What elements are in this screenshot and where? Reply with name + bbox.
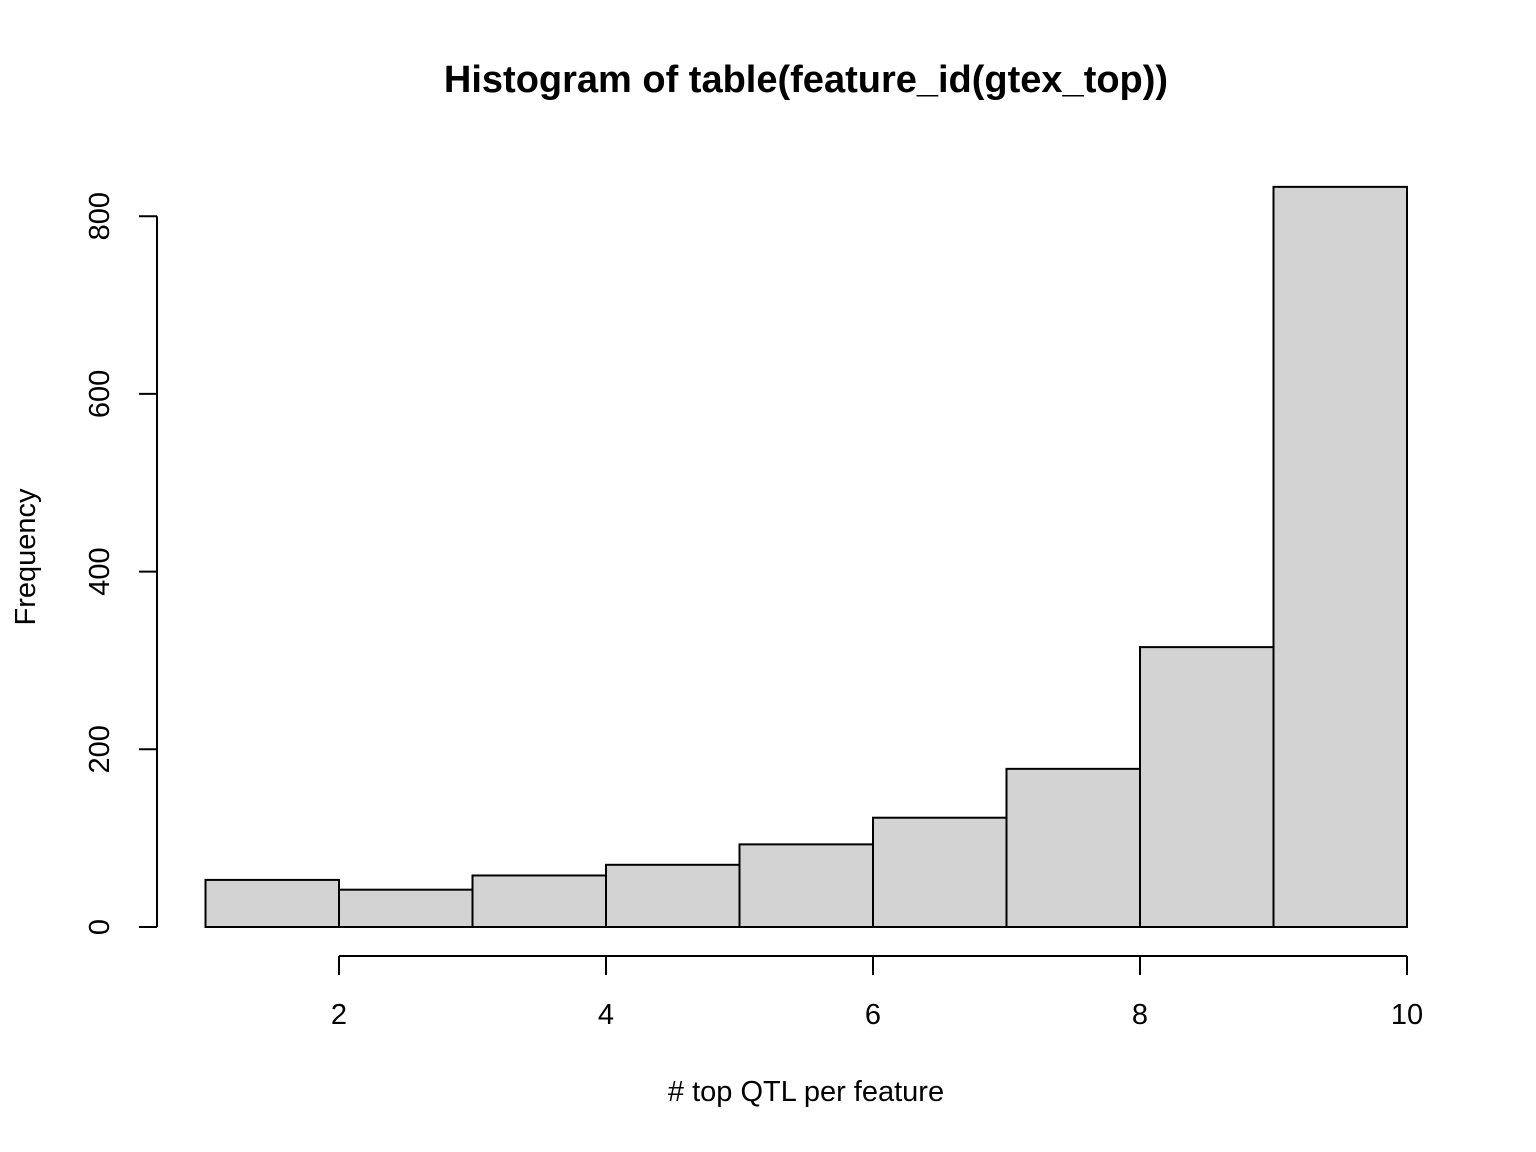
y-tick-label: 800 [84,192,116,240]
y-axis-label: Frequency [10,488,42,626]
x-tick-label: 10 [1391,999,1423,1031]
y-tick-label: 400 [84,547,116,595]
y-axis: 0 200 400 600 800 [84,192,158,935]
histogram-bar-8 [1139,646,1275,928]
y-tick-label: 200 [84,725,116,773]
histogram-bar-6 [872,816,1008,928]
chart-title: Histogram of table(feature_id(gtex_top)) [444,59,1168,101]
x-axis-label: # top QTL per feature [668,1076,944,1108]
histogram-bar-7 [1005,767,1141,928]
y-tick-label: 600 [84,370,116,418]
histogram-bar-2 [338,888,474,928]
histogram-bar-1 [204,878,340,928]
x-tick-label: 6 [865,999,881,1031]
bars-group [204,185,1408,929]
x-tick-label: 8 [1132,999,1148,1031]
histogram-bar-9 [1272,185,1408,928]
histogram-bar-3 [471,874,607,928]
x-tick-label: 4 [598,999,614,1031]
histogram-bar-4 [605,863,741,928]
x-tick-label: 2 [331,999,347,1031]
x-axis: 2 4 6 8 10 [331,955,1423,1031]
y-tick-label: 0 [84,919,116,935]
histogram-bar-5 [738,843,874,929]
